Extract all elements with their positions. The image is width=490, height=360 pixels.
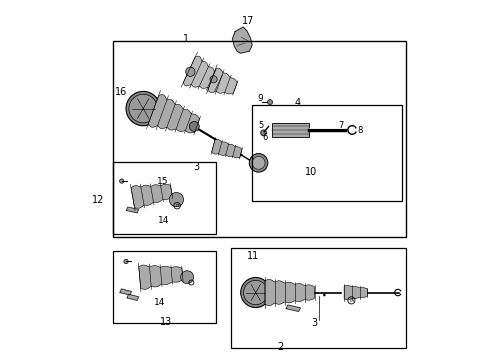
Text: n: n	[175, 203, 179, 208]
Polygon shape	[344, 285, 368, 300]
Circle shape	[241, 278, 270, 307]
Text: 15: 15	[157, 177, 169, 186]
Text: 1: 1	[183, 34, 189, 44]
Circle shape	[252, 157, 265, 169]
Text: 16: 16	[115, 87, 127, 98]
Polygon shape	[131, 184, 172, 208]
Text: 6: 6	[263, 132, 268, 141]
Text: 7: 7	[339, 121, 344, 130]
Text: 12: 12	[92, 195, 105, 204]
Text: 14: 14	[154, 298, 166, 307]
Bar	[231, 248, 406, 348]
Circle shape	[210, 76, 217, 83]
Polygon shape	[126, 207, 139, 213]
Text: 10: 10	[305, 167, 317, 177]
Circle shape	[323, 294, 325, 296]
Text: 5: 5	[258, 121, 264, 130]
Circle shape	[261, 130, 267, 136]
Text: 4: 4	[295, 98, 301, 108]
Bar	[113, 251, 217, 323]
Polygon shape	[286, 305, 300, 311]
Polygon shape	[208, 68, 237, 94]
Circle shape	[189, 121, 199, 131]
Polygon shape	[127, 294, 139, 300]
Circle shape	[249, 154, 268, 172]
Text: 13: 13	[160, 317, 172, 327]
Text: 17: 17	[243, 16, 255, 26]
Circle shape	[244, 280, 268, 305]
Polygon shape	[120, 289, 131, 295]
Text: 2: 2	[278, 342, 284, 352]
Circle shape	[186, 67, 195, 76]
Text: 3: 3	[194, 162, 200, 172]
Polygon shape	[232, 27, 252, 53]
Polygon shape	[272, 123, 309, 137]
Text: 9: 9	[257, 94, 263, 103]
Circle shape	[268, 100, 272, 105]
Circle shape	[120, 179, 124, 183]
Circle shape	[169, 193, 184, 207]
Circle shape	[126, 91, 160, 126]
Polygon shape	[212, 139, 242, 158]
Polygon shape	[139, 265, 183, 289]
Text: 3: 3	[312, 318, 318, 328]
Polygon shape	[183, 56, 221, 90]
Circle shape	[181, 271, 194, 284]
Bar	[113, 41, 406, 237]
Text: 11: 11	[247, 251, 259, 261]
Text: n: n	[349, 298, 353, 303]
Bar	[252, 105, 402, 202]
Text: 14: 14	[158, 216, 169, 225]
Circle shape	[124, 259, 128, 264]
Text: 8: 8	[357, 126, 363, 135]
Polygon shape	[148, 95, 199, 133]
Circle shape	[129, 94, 157, 123]
Polygon shape	[265, 279, 315, 306]
Bar	[113, 162, 217, 234]
